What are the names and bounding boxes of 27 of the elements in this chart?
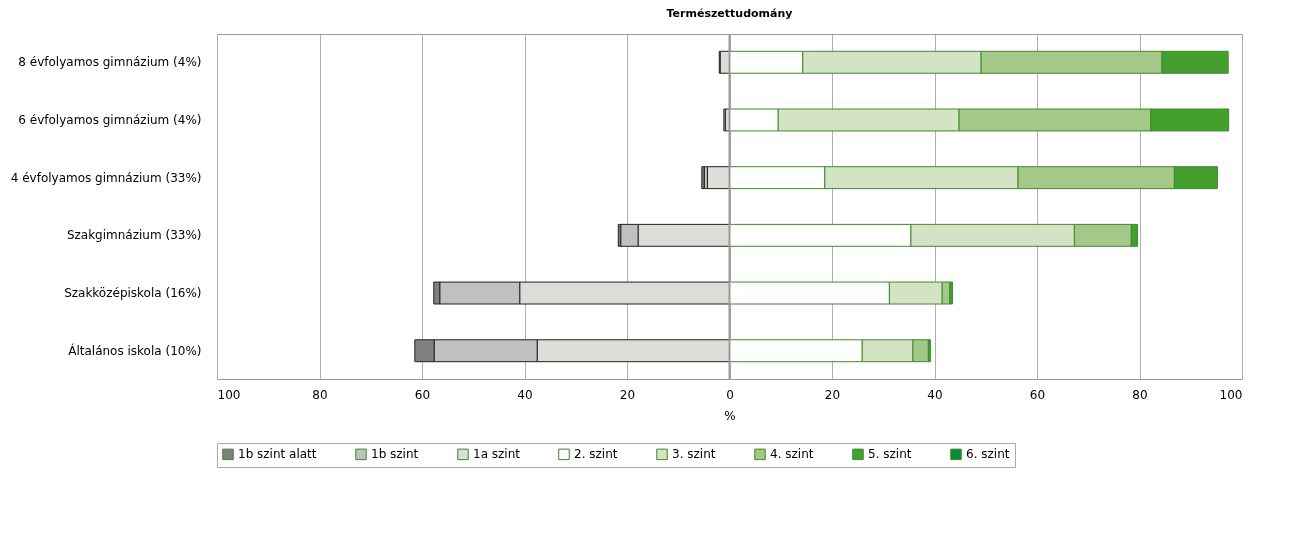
y-tick-label: 4 évfolyamos gimnázium (33%) xyxy=(10,170,202,185)
y-tick-label: Szakgimnázium (33%) xyxy=(66,228,202,243)
legend-label: 6. szint xyxy=(966,447,1010,462)
x-tick-label: 100 xyxy=(217,387,241,402)
legend-label: 1b szint xyxy=(371,447,419,462)
x-tick-label: 60 xyxy=(1029,387,1046,402)
chart-title: Természettudomány xyxy=(666,7,793,20)
legend-label: 1b szint alatt xyxy=(238,447,317,462)
x-tick-label: 60 xyxy=(414,387,431,402)
legend-label: 4. szint xyxy=(770,447,814,462)
y-tick-label: 6 évfolyamos gimnázium (4%) xyxy=(18,112,202,127)
x-tick-label: 0 xyxy=(726,387,734,402)
legend-label: 2. szint xyxy=(574,447,618,462)
x-tick-label: 20 xyxy=(619,387,636,402)
x-tick-label: 80 xyxy=(312,387,328,402)
x-tick-label: 40 xyxy=(927,387,943,402)
x-axis-title: % xyxy=(724,408,736,423)
y-tick-label: Szakközépiskola (16%) xyxy=(64,286,202,301)
legend-label: 5. szint xyxy=(868,447,912,462)
x-tick-label: 20 xyxy=(824,387,841,402)
legend-label: 1a szint xyxy=(473,447,521,462)
y-tick-label: Általános iskola (10%) xyxy=(68,342,202,358)
legend-label: 3. szint xyxy=(672,447,716,462)
x-tick-label: 100 xyxy=(1219,387,1243,402)
y-tick-label: 8 évfolyamos gimnázium (4%) xyxy=(18,55,202,70)
x-tick-label: 80 xyxy=(1132,387,1148,402)
x-tick-label: 40 xyxy=(517,387,533,402)
